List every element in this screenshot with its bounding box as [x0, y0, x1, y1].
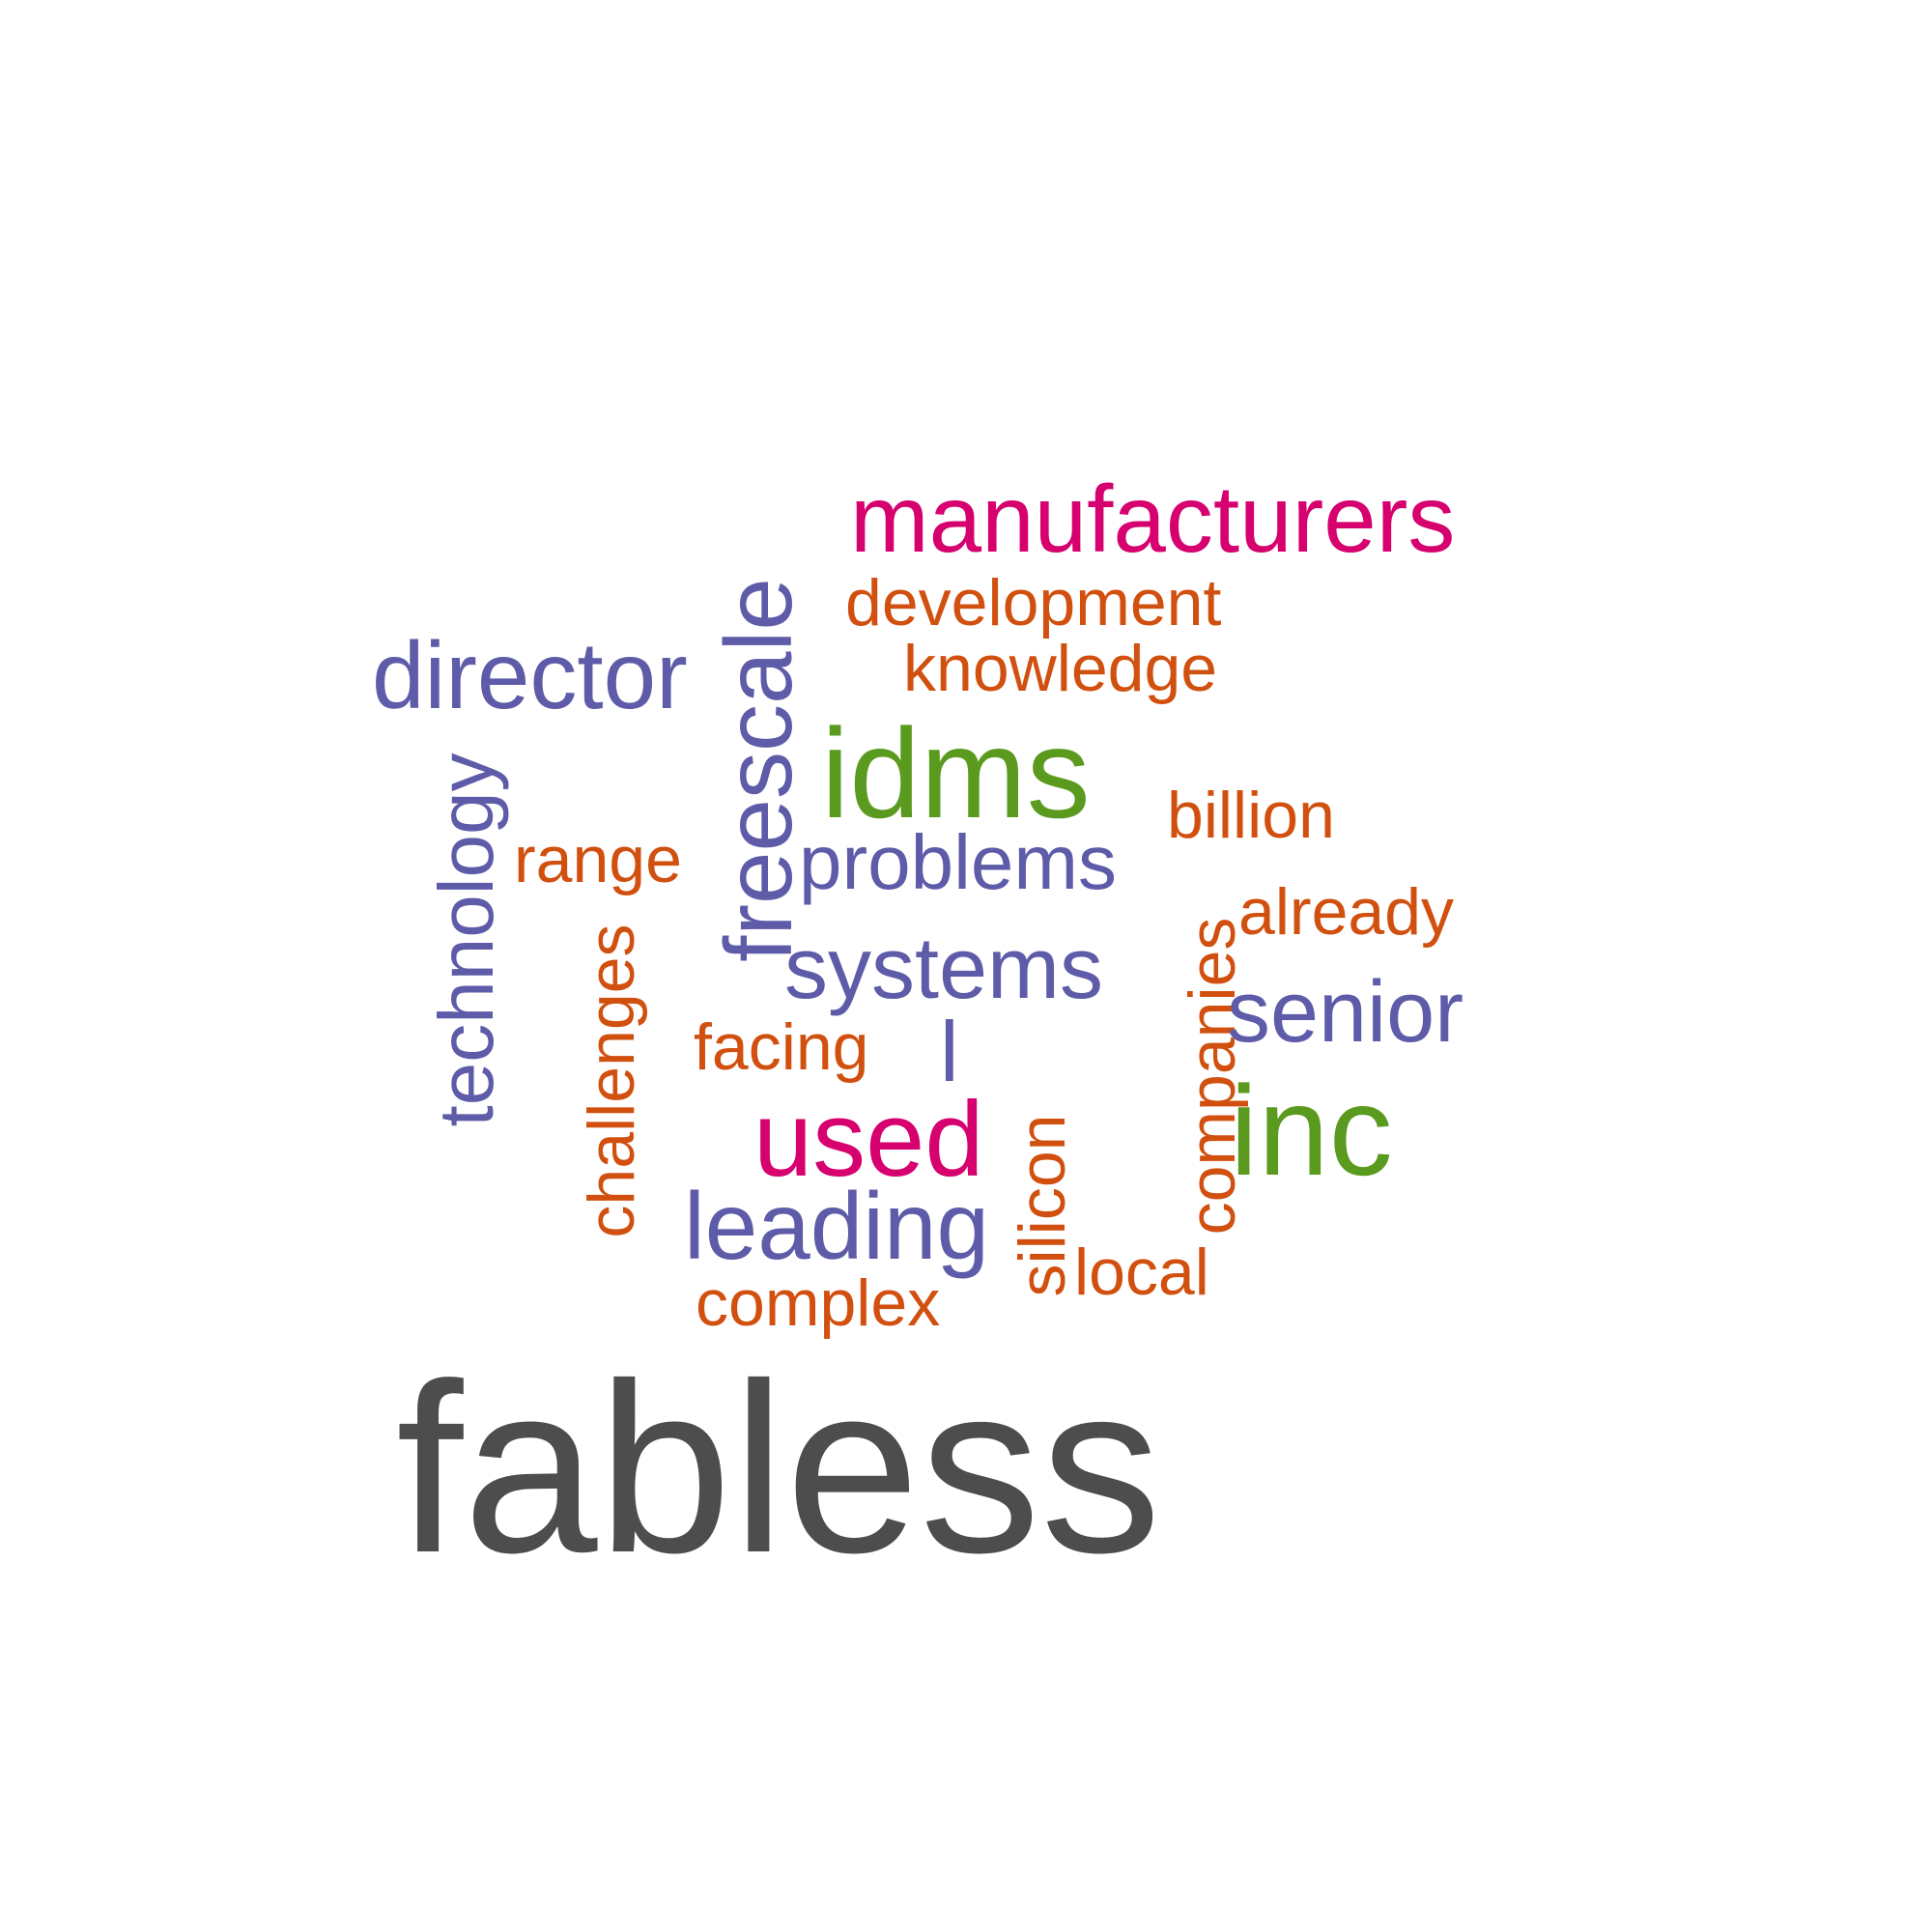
word-knowledge: knowledge [903, 632, 1218, 705]
word-senior: senior [1227, 964, 1464, 1061]
word-problems: problems [799, 819, 1118, 905]
word-director: director [372, 622, 688, 728]
word-l: l [940, 1004, 959, 1099]
word-leading: leading [684, 1173, 990, 1279]
word-challenges: challenges [575, 923, 648, 1238]
word-idms: idms [821, 702, 1091, 844]
word-technology: technology [423, 753, 509, 1127]
word-billion: billion [1167, 779, 1335, 852]
word-already: already [1238, 875, 1455, 949]
word-systems: systems [784, 921, 1104, 1017]
word-development: development [845, 566, 1222, 639]
word-used: used [753, 1080, 984, 1199]
word-fabless: fabless [396, 1333, 1162, 1603]
word-manufacturers: manufacturers [850, 466, 1456, 572]
word-complex: complex [696, 1266, 941, 1340]
word-facing: facing [694, 1010, 869, 1084]
word-freescale: freescale [705, 578, 811, 962]
word-silicon: silicon [1006, 1114, 1079, 1297]
word-inc: inc [1230, 1060, 1393, 1202]
word-local: local [1074, 1236, 1209, 1309]
word-range: range [514, 823, 682, 896]
